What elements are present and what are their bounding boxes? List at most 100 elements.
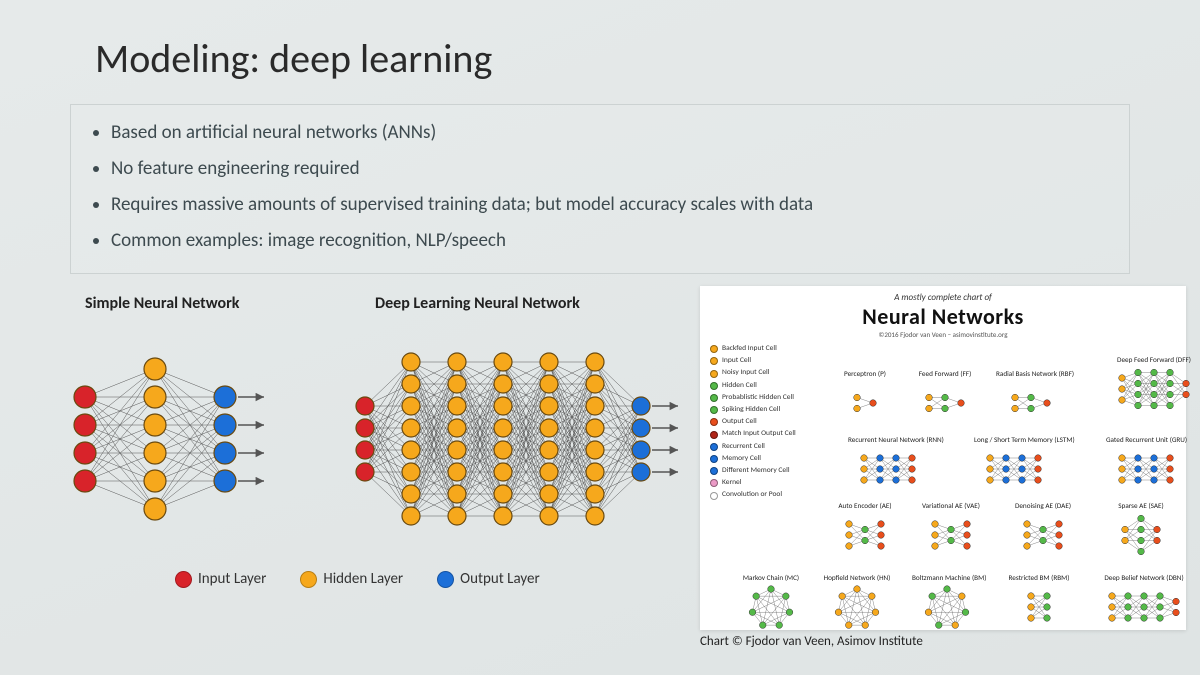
mini-network-svg bbox=[999, 379, 1063, 427]
mini-network: Restricted BM (RBM) bbox=[1004, 573, 1074, 634]
mini-network-svg bbox=[974, 445, 1054, 493]
cell-swatch-icon bbox=[710, 443, 718, 451]
mini-network-svg bbox=[919, 583, 975, 633]
mini-network-svg bbox=[913, 379, 977, 427]
cell-type-row: Spiking Hidden Cell bbox=[710, 404, 810, 416]
cell-type-row: Match Input Output Cell bbox=[710, 428, 810, 440]
mini-network-svg bbox=[829, 583, 885, 633]
cell-type-legend: Backfed Input CellInput CellNoisy Input … bbox=[710, 343, 810, 502]
cell-type-row: Probablistic Hidden Cell bbox=[710, 392, 810, 404]
cell-swatch-icon bbox=[710, 479, 718, 487]
simple-nn-svg bbox=[55, 314, 315, 564]
deep-nn-svg bbox=[335, 314, 705, 564]
chart-body: Backfed Input CellInput CellNoisy Input … bbox=[708, 339, 1178, 639]
cell-type-row: Different Memory Cell bbox=[710, 465, 810, 477]
cell-type-row: Convolution or Pool bbox=[710, 489, 810, 501]
mini-network-label: Restricted BM (RBM) bbox=[1004, 573, 1074, 582]
cell-swatch-icon bbox=[710, 467, 718, 475]
mini-network-svg bbox=[848, 445, 928, 493]
mini-network-svg bbox=[1106, 445, 1186, 493]
mini-network: Hopfield Network (HN) bbox=[822, 573, 892, 636]
mini-network-label: Hopfield Network (HN) bbox=[822, 573, 892, 582]
mini-network: Auto Encoder (AE) bbox=[830, 501, 900, 562]
bullet-item: Based on artificial neural networks (ANN… bbox=[111, 115, 1111, 151]
cell-type-row: Backfed Input Cell bbox=[710, 343, 810, 355]
cell-type-row: Input Cell bbox=[710, 355, 810, 367]
cell-type-label: Recurrent Cell bbox=[722, 441, 765, 453]
cell-type-label: Convolution or Pool bbox=[722, 489, 782, 501]
cell-swatch-icon bbox=[710, 455, 718, 463]
mini-network: Variational AE (VAE) bbox=[916, 501, 986, 562]
cell-swatch-icon bbox=[710, 382, 718, 390]
cell-swatch-icon bbox=[710, 357, 718, 365]
cell-type-label: Input Cell bbox=[722, 355, 751, 367]
legend-label: Output Layer bbox=[460, 570, 540, 588]
mini-network-svg bbox=[743, 583, 799, 633]
mini-network-svg bbox=[1096, 583, 1192, 631]
legend-item: Output Layer bbox=[437, 570, 540, 588]
bullet-list: Based on artificial neural networks (ANN… bbox=[89, 115, 1111, 259]
nn-diagram-region: Simple Neural Network Deep Learning Neur… bbox=[55, 294, 695, 614]
cell-swatch-icon bbox=[710, 418, 718, 426]
nn-legend: Input Layer Hidden Layer Output Layer bbox=[175, 570, 540, 588]
mini-network-label: Feed Forward (FF) bbox=[910, 369, 980, 378]
slide: Modeling: deep learning Based on artific… bbox=[0, 0, 1200, 675]
cell-type-label: Probablistic Hidden Cell bbox=[722, 392, 794, 404]
legend-label: Input Layer bbox=[198, 570, 266, 588]
cell-type-label: Spiking Hidden Cell bbox=[722, 404, 780, 416]
page-title: Modeling: deep learning bbox=[95, 34, 492, 83]
cell-type-row: Memory Cell bbox=[710, 453, 810, 465]
mini-network-label: Boltzmann Machine (BM) bbox=[912, 573, 982, 582]
mini-network-svg bbox=[1011, 511, 1075, 559]
mini-network-svg bbox=[833, 511, 897, 559]
mini-network-svg bbox=[1106, 365, 1200, 413]
mini-network-label: Sparse AE (SAE) bbox=[1106, 501, 1176, 510]
chart-title: Neural Networks bbox=[708, 303, 1178, 330]
cell-swatch-icon bbox=[710, 431, 718, 439]
legend-item: Input Layer bbox=[175, 570, 266, 588]
cell-swatch-icon bbox=[710, 370, 718, 378]
cell-type-row: Recurrent Cell bbox=[710, 441, 810, 453]
mini-network: Recurrent Neural Network (RNN) bbox=[848, 435, 928, 496]
mini-network-svg bbox=[1015, 583, 1063, 631]
mini-network-svg bbox=[841, 379, 889, 427]
simple-nn-title: Simple Neural Network bbox=[85, 294, 239, 313]
legend-item: Hidden Layer bbox=[300, 570, 403, 588]
mini-network-label: Radial Basis Network (RBF) bbox=[996, 369, 1066, 378]
chart-header: A mostly complete chart of Neural Networ… bbox=[708, 292, 1178, 339]
mini-network-label: Variational AE (VAE) bbox=[916, 501, 986, 510]
mini-network: Deep Belief Network (DBN) bbox=[1096, 573, 1192, 634]
cell-type-row: Noisy Input Cell bbox=[710, 367, 810, 379]
mini-network: Deep Feed Forward (DFF) bbox=[1106, 355, 1200, 416]
cell-swatch-icon bbox=[710, 345, 718, 353]
cell-type-label: Noisy Input Cell bbox=[722, 367, 770, 379]
mini-network-label: Recurrent Neural Network (RNN) bbox=[848, 435, 928, 444]
bullet-item: Requires massive amounts of supervised t… bbox=[111, 187, 1111, 223]
chart-attribution: Chart © Fjodor van Veen, Asimov Institut… bbox=[700, 634, 923, 649]
mini-network: Radial Basis Network (RBF) bbox=[996, 369, 1066, 430]
chart-supertitle: A mostly complete chart of bbox=[708, 292, 1178, 303]
bullet-item: No feature engineering required bbox=[111, 151, 1111, 187]
mini-network-label: Auto Encoder (AE) bbox=[830, 501, 900, 510]
deep-nn-title: Deep Learning Neural Network bbox=[375, 294, 580, 313]
mini-network-label: Denoising AE (DAE) bbox=[1008, 501, 1078, 510]
cell-type-label: Output Cell bbox=[722, 416, 757, 428]
cell-type-row: Hidden Cell bbox=[710, 380, 810, 392]
cell-type-label: Kernel bbox=[722, 477, 742, 489]
mini-network-label: Long / Short Term Memory (LSTM) bbox=[974, 435, 1054, 444]
cell-type-label: Hidden Cell bbox=[722, 380, 757, 392]
mini-network: Boltzmann Machine (BM) bbox=[912, 573, 982, 636]
cell-swatch-icon bbox=[710, 492, 718, 500]
bullets-box: Based on artificial neural networks (ANN… bbox=[70, 104, 1130, 274]
bullet-item: Common examples: image recognition, NLP/… bbox=[111, 223, 1111, 259]
mini-network: Denoising AE (DAE) bbox=[1008, 501, 1078, 562]
mini-network-svg bbox=[1109, 511, 1173, 559]
legend-label: Hidden Layer bbox=[323, 570, 403, 588]
cell-type-label: Backfed Input Cell bbox=[722, 343, 777, 355]
cell-type-label: Match Input Output Cell bbox=[722, 428, 796, 440]
mini-network-svg bbox=[919, 511, 983, 559]
chart-credit: ©2016 Fjodor van Veen – asimovinstitute.… bbox=[708, 330, 1178, 339]
cell-type-label: Different Memory Cell bbox=[722, 465, 790, 477]
mini-network: Markov Chain (MC) bbox=[736, 573, 806, 636]
cell-swatch-icon bbox=[710, 406, 718, 414]
